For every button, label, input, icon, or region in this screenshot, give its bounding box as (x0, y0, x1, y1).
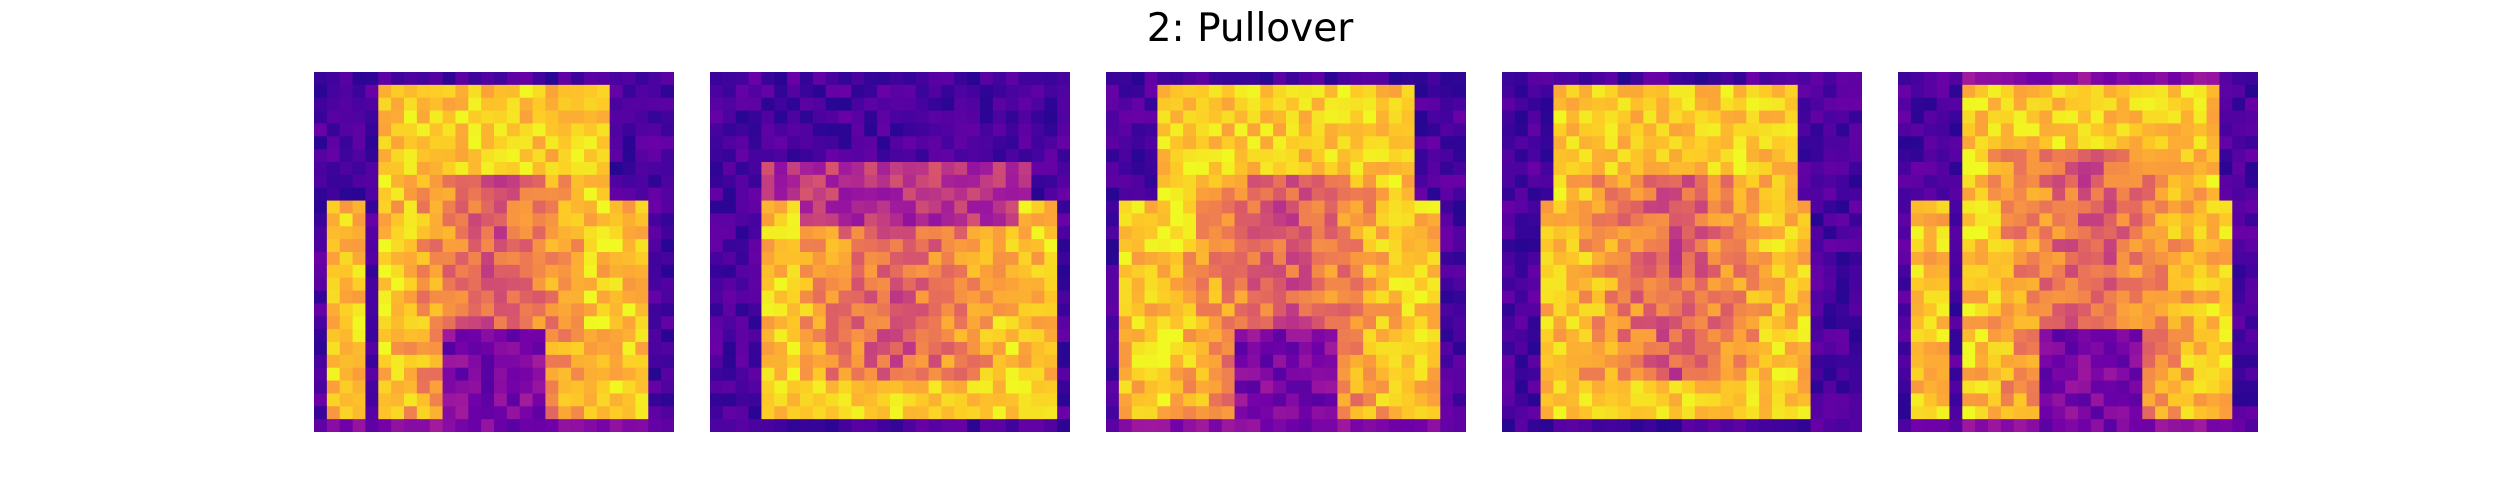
heatmap-grid (314, 72, 674, 432)
heatmap-grid (1898, 72, 2258, 432)
figure-title: 2: Pullover (1146, 6, 1354, 51)
pullover-sample-2 (710, 72, 1070, 432)
heatmap-grid (1106, 72, 1466, 432)
pullover-sample-1 (314, 72, 674, 432)
pullover-sample-5 (1898, 72, 2258, 432)
heatmap-grid (710, 72, 1070, 432)
pullover-sample-3 (1106, 72, 1466, 432)
pullover-sample-4 (1502, 72, 1862, 432)
heatmap-grid (1502, 72, 1862, 432)
